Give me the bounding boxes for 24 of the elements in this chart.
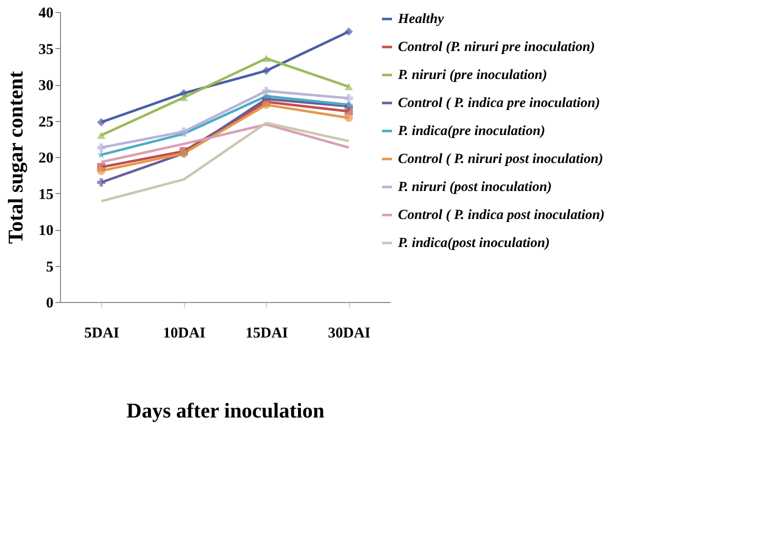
legend-label: P. niruri (pre inoculation) <box>398 68 548 83</box>
legend-label: Control ( P. indica post inoculation) <box>398 208 605 223</box>
y-tick-label: 15 <box>38 186 54 203</box>
legend-label: Healthy <box>397 12 445 27</box>
legend-label: Control ( P. indica pre inoculation) <box>398 96 600 111</box>
legend-label: Control ( P. niruri post inoculation) <box>398 152 604 167</box>
x-axis-title: Days after inoculation <box>126 398 325 422</box>
y-tick-label: 0 <box>46 296 54 312</box>
y-tick-label: 40 <box>38 6 54 22</box>
legend-label: P. indica(post inoculation) <box>398 236 550 251</box>
legend-label: Control (P. niruri pre inoculation) <box>398 40 595 55</box>
x-tick-label: 30DAI <box>328 326 371 342</box>
y-tick-label: 35 <box>38 42 54 58</box>
y-tick-label: 25 <box>38 114 54 130</box>
y-tick-label: 10 <box>38 223 54 239</box>
x-tick-label: 5DAI <box>84 326 120 342</box>
x-tick-label: 10DAI <box>162 326 206 342</box>
legend-label: P. niruri (post inoculation) <box>398 180 552 195</box>
x-tick-label: 15DAI <box>245 326 288 342</box>
y-axis-title: Total sugar content <box>4 71 28 244</box>
y-tick-label: 30 <box>38 78 54 94</box>
y-tick-label: 20 <box>38 150 54 166</box>
legend-label: P. indica(pre inoculation) <box>398 124 546 139</box>
y-tick-label: 5 <box>46 259 54 276</box>
